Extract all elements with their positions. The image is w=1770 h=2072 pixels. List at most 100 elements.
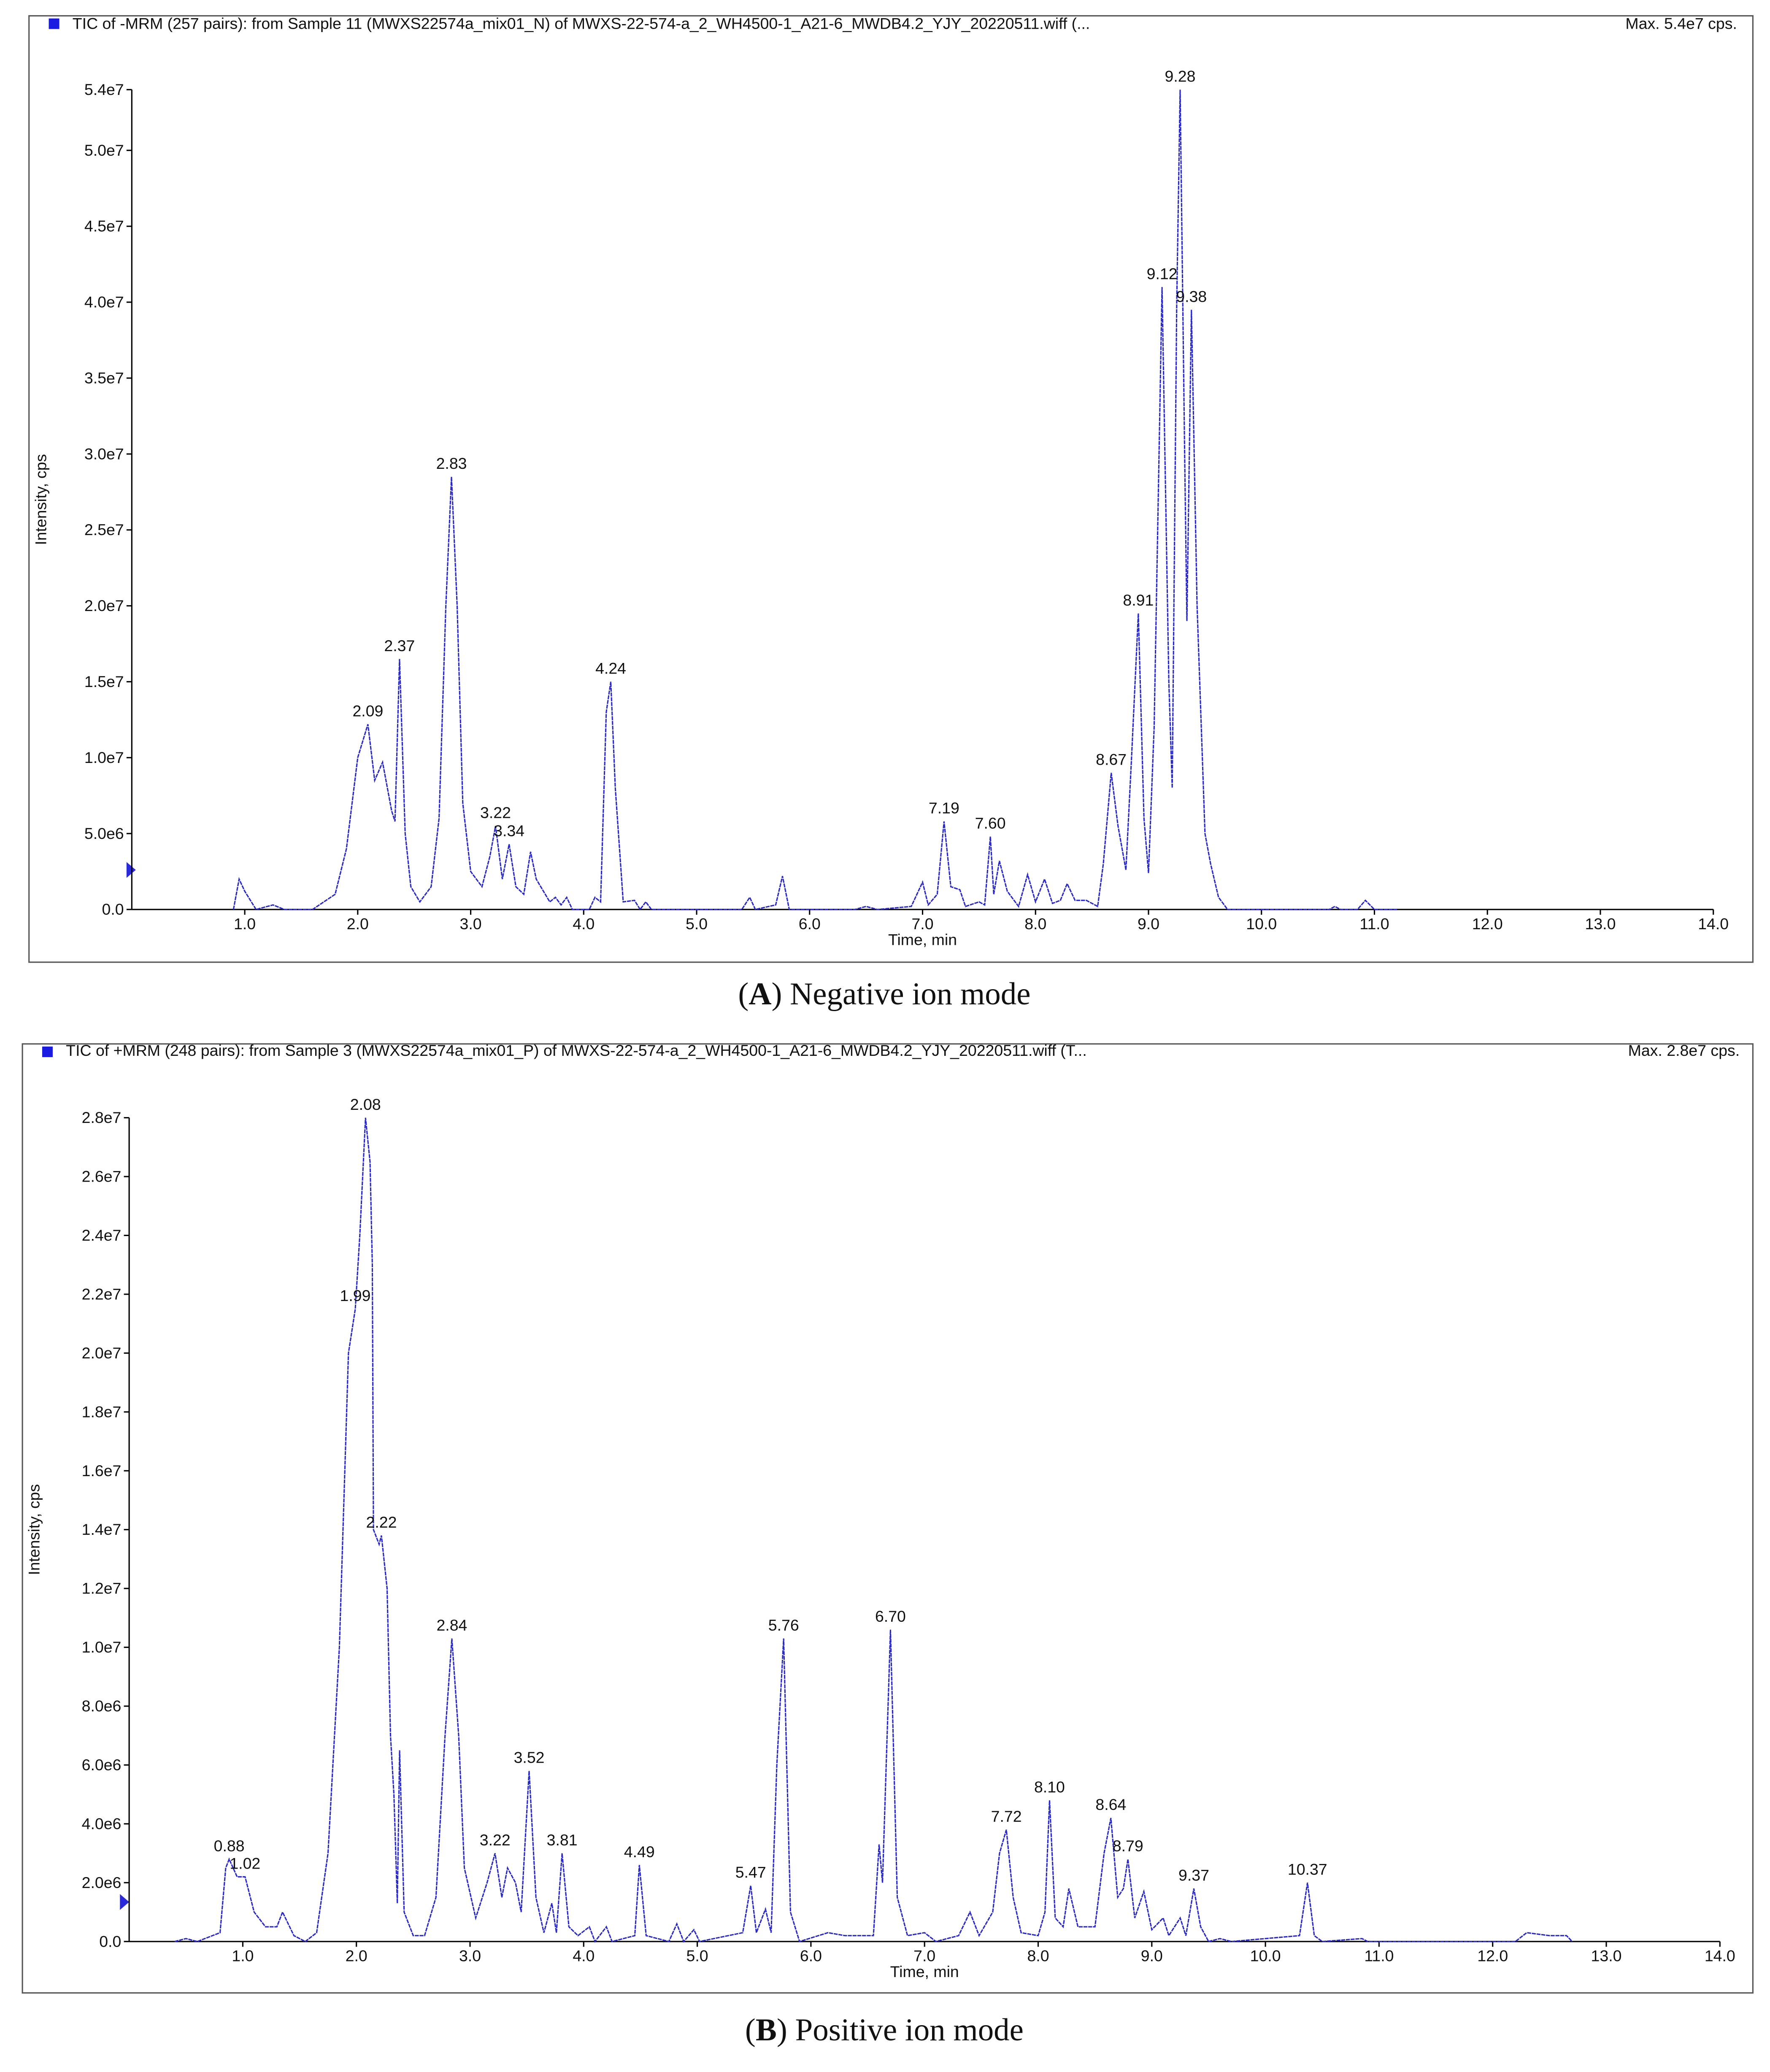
peak-label: 1.02 xyxy=(230,1855,260,1872)
peak-label: 3.52 xyxy=(514,1749,545,1766)
max-label: Max. 2.8e7 cps. xyxy=(1628,1041,1740,1059)
y-tick-label: 0.0 xyxy=(102,901,124,918)
x-tick-label: 10.0 xyxy=(1250,1947,1281,1965)
panel-frame xyxy=(22,1043,1754,1994)
y-tick-label: 1.0e7 xyxy=(82,1638,122,1656)
x-tick-label: 6.0 xyxy=(800,1947,822,1965)
peak-label: 3.22 xyxy=(480,1831,511,1849)
y-tick-label: 2.6e7 xyxy=(82,1168,122,1185)
peak-label: 8.79 xyxy=(1113,1837,1143,1855)
y-tick-label: 1.5e7 xyxy=(84,673,124,690)
x-tick-label: 10.0 xyxy=(1246,915,1277,933)
x-tick-label: 4.0 xyxy=(573,915,595,933)
x-tick-label: 7.0 xyxy=(911,915,933,933)
y-tick-label: 2.8e7 xyxy=(82,1109,122,1126)
peak-label: 0.88 xyxy=(214,1837,245,1855)
y-tick-label: 4.0e7 xyxy=(84,293,124,311)
trace xyxy=(232,89,1397,911)
x-tick-label: 8.0 xyxy=(1027,1947,1049,1965)
peak-label: 1.99 xyxy=(340,1287,371,1304)
x-tick-label: 13.0 xyxy=(1585,915,1616,933)
y-tick-label: 4.0e6 xyxy=(82,1815,122,1832)
trace-icon xyxy=(49,18,59,29)
peak-label: 8.64 xyxy=(1095,1796,1126,1813)
trace-icon xyxy=(42,1046,53,1057)
x-tick-label: 12.0 xyxy=(1477,1947,1508,1965)
caption-prefix: ( xyxy=(738,976,749,1012)
trace xyxy=(174,1117,1573,1943)
x-axis-label: Time, min xyxy=(888,931,957,948)
x-tick-label: 11.0 xyxy=(1359,915,1389,933)
y-tick-label: 1.8e7 xyxy=(82,1403,122,1420)
x-tick-label: 13.0 xyxy=(1591,1947,1622,1965)
peak-label: 4.24 xyxy=(595,660,626,677)
peak-label: 8.67 xyxy=(1096,751,1127,768)
peak-label: 5.76 xyxy=(768,1616,799,1634)
x-tick-label: 2.0 xyxy=(346,1947,368,1965)
chart-title: TIC of -MRM (257 pairs): from Sample 11 … xyxy=(73,15,1090,32)
peak-label: 9.37 xyxy=(1178,1866,1209,1884)
caption: (A) Negative ion mode xyxy=(738,976,1030,1012)
x-tick-label: 7.0 xyxy=(913,1947,935,1965)
x-tick-label: 9.0 xyxy=(1138,915,1159,933)
max-label: Max. 5.4e7 cps. xyxy=(1625,15,1737,32)
peak-label: 2.08 xyxy=(350,1096,381,1113)
caption-letter: B xyxy=(756,2012,777,2048)
y-tick-label: 8.0e6 xyxy=(82,1697,122,1715)
peak-label: 6.70 xyxy=(875,1607,906,1625)
x-tick-label: 8.0 xyxy=(1024,915,1046,933)
peak-label: 5.47 xyxy=(735,1864,766,1881)
y-tick-label: 2.2e7 xyxy=(82,1285,122,1303)
y-tick-label: 5.4e7 xyxy=(84,81,124,98)
y-tick-label: 2.4e7 xyxy=(82,1226,122,1244)
y-tick-label: 3.0e7 xyxy=(84,445,124,463)
y-tick-label: 4.5e7 xyxy=(84,217,124,235)
x-tick-label: 6.0 xyxy=(799,915,821,933)
peak-label: 9.12 xyxy=(1147,265,1178,282)
peak-label: 8.10 xyxy=(1034,1778,1065,1796)
x-tick-label: 3.0 xyxy=(460,915,482,933)
x-tick-label: 2.0 xyxy=(347,915,369,933)
x-tick-label: 5.0 xyxy=(686,1947,708,1965)
y-tick-label: 1.4e7 xyxy=(82,1520,122,1538)
y-tick-label: 6.0e6 xyxy=(82,1756,122,1774)
peak-label: 3.81 xyxy=(547,1831,578,1849)
x-tick-label: 9.0 xyxy=(1141,1947,1163,1965)
peak-label: 3.34 xyxy=(494,822,524,840)
axis-marker xyxy=(120,1894,130,1910)
x-tick-label: 14.0 xyxy=(1698,915,1729,933)
y-tick-label: 2.0e6 xyxy=(82,1874,122,1891)
y-tick-label: 1.6e7 xyxy=(82,1462,122,1480)
caption-text: ) Positive ion mode xyxy=(777,2012,1024,2048)
caption-text: ) Negative ion mode xyxy=(771,976,1030,1012)
y-tick-label: 0.0 xyxy=(99,1932,121,1950)
x-tick-label: 5.0 xyxy=(686,915,708,933)
x-tick-label: 3.0 xyxy=(459,1947,481,1965)
x-tick-label: 1.0 xyxy=(234,915,256,933)
peak-label: 3.22 xyxy=(480,804,511,822)
y-axis-label: Intensity, cps xyxy=(25,1484,43,1575)
y-tick-label: 3.5e7 xyxy=(84,369,124,387)
peak-label: 2.37 xyxy=(384,637,415,655)
x-axis-label: Time, min xyxy=(890,1963,959,1980)
x-tick-label: 12.0 xyxy=(1472,915,1503,933)
y-tick-label: 2.0e7 xyxy=(84,597,124,614)
peak-label: 2.22 xyxy=(366,1513,397,1531)
y-tick-label: 5.0e7 xyxy=(84,141,124,159)
peak-label: 8.91 xyxy=(1123,591,1154,609)
peak-label: 7.60 xyxy=(975,814,1006,832)
peak-label: 9.28 xyxy=(1165,68,1195,85)
y-tick-label: 1.2e7 xyxy=(82,1580,122,1597)
y-axis-label: Intensity, cps xyxy=(32,454,49,545)
y-tick-label: 5.0e6 xyxy=(84,825,124,842)
y-tick-label: 2.5e7 xyxy=(84,521,124,538)
peak-label: 7.72 xyxy=(991,1807,1022,1825)
peak-label: 2.84 xyxy=(436,1616,467,1634)
peak-label: 9.38 xyxy=(1176,287,1207,305)
y-tick-label: 1.0e7 xyxy=(84,749,124,766)
peak-label: 7.19 xyxy=(929,799,959,817)
y-tick-label: 2.0e7 xyxy=(82,1344,122,1362)
peak-label: 10.37 xyxy=(1288,1861,1327,1878)
